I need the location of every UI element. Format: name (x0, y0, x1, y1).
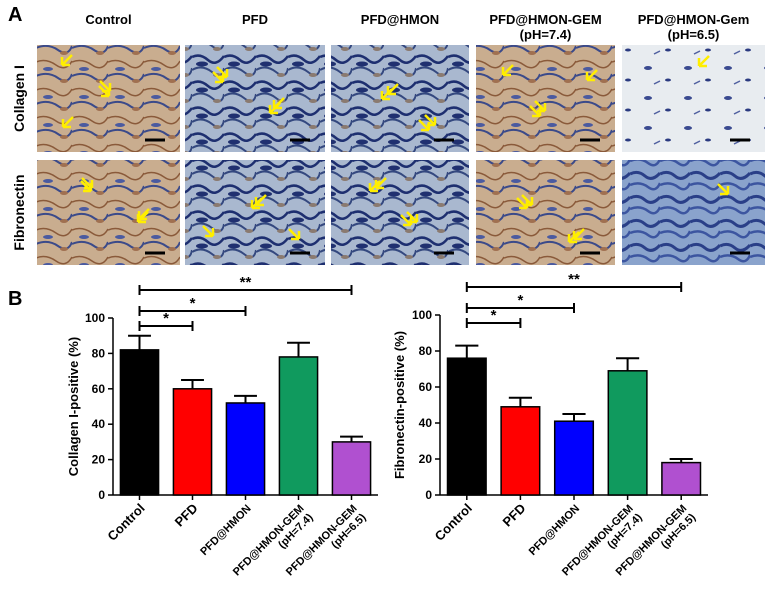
y-tick-label: 20 (419, 452, 433, 466)
significance-bracket (138, 285, 353, 295)
significance-label: * (517, 292, 523, 309)
significance-bracket (138, 306, 247, 316)
arrow (572, 228, 585, 241)
arrow (61, 116, 74, 129)
column-header: Control (85, 12, 131, 27)
y-tick-label: 0 (98, 488, 105, 502)
arrow (81, 177, 94, 190)
arrow (288, 228, 301, 241)
bar (225, 402, 266, 496)
arrow (717, 183, 730, 196)
micrograph (331, 160, 469, 265)
significance-label: ** (240, 274, 252, 291)
bar (607, 370, 648, 496)
panel-label: B (8, 288, 22, 310)
y-tick-label: 20 (92, 453, 106, 467)
arrow (386, 83, 399, 96)
y-tick-label: 40 (92, 417, 106, 431)
bar (661, 461, 702, 496)
y-axis-label: Collagen I-positive (%) (66, 337, 81, 476)
arrow (202, 225, 215, 238)
bar (446, 357, 487, 496)
x-tick-label: PFD@HMON (198, 503, 253, 558)
arrow (60, 54, 73, 67)
y-tick-label: 100 (412, 308, 432, 322)
column-header: PFD@HMON (361, 12, 439, 27)
significance-bracket (465, 318, 522, 328)
x-tick-label: PFD@HMON (527, 503, 582, 558)
y-tick-label: 80 (419, 344, 433, 358)
bar (119, 349, 160, 496)
micrograph (185, 45, 325, 152)
y-tick-label: 60 (419, 380, 433, 394)
y-tick-label: 40 (419, 416, 433, 430)
arrow (254, 194, 267, 207)
micrograph (622, 160, 765, 265)
micrograph (476, 160, 615, 265)
arrow (697, 55, 710, 68)
arrow (406, 211, 419, 224)
significance-label: * (163, 310, 169, 327)
arrow (99, 80, 112, 93)
arrow (534, 100, 547, 113)
bar (172, 388, 213, 496)
arrow (585, 69, 598, 82)
arrow (424, 114, 437, 127)
row-label: Collagen I (11, 65, 27, 132)
row-label: Fibronectin (11, 174, 27, 250)
y-tick-label: 80 (92, 346, 106, 360)
x-tick-label: PFD (500, 501, 529, 530)
arrow (216, 66, 229, 79)
arrow (137, 208, 150, 221)
y-tick-label: 100 (85, 311, 105, 325)
significance-label: ** (568, 271, 580, 288)
significance-bracket (465, 303, 575, 313)
significance-label: * (491, 307, 497, 324)
micrograph (476, 45, 615, 152)
y-tick-label: 0 (425, 488, 432, 502)
column-header: PFD@HMON-GEM (pH=7.4) (489, 12, 601, 42)
x-tick-label: PFD (172, 501, 201, 530)
arrow (501, 64, 514, 77)
micrograph (622, 45, 765, 152)
arrow (272, 97, 285, 110)
y-tick-label: 60 (92, 382, 106, 396)
x-tick-label: Control (432, 501, 475, 544)
bar (278, 356, 319, 496)
micrograph (331, 45, 469, 152)
x-tick-label: Control (104, 501, 147, 544)
significance-bracket (465, 282, 683, 292)
bar (500, 406, 541, 496)
y-axis-label: Fibronectin-positive (%) (392, 331, 407, 479)
significance-bracket (138, 321, 194, 331)
column-header: PFD@HMON-Gem (pH=6.5) (638, 12, 750, 42)
arrow (521, 194, 534, 207)
bar (553, 420, 595, 496)
significance-label: * (190, 295, 196, 312)
micrograph (37, 45, 180, 152)
panel-label: A (8, 4, 22, 26)
arrow (374, 177, 387, 190)
column-header: PFD (242, 12, 268, 27)
bar (331, 441, 372, 496)
micrograph (37, 160, 180, 265)
micrograph (185, 160, 325, 265)
